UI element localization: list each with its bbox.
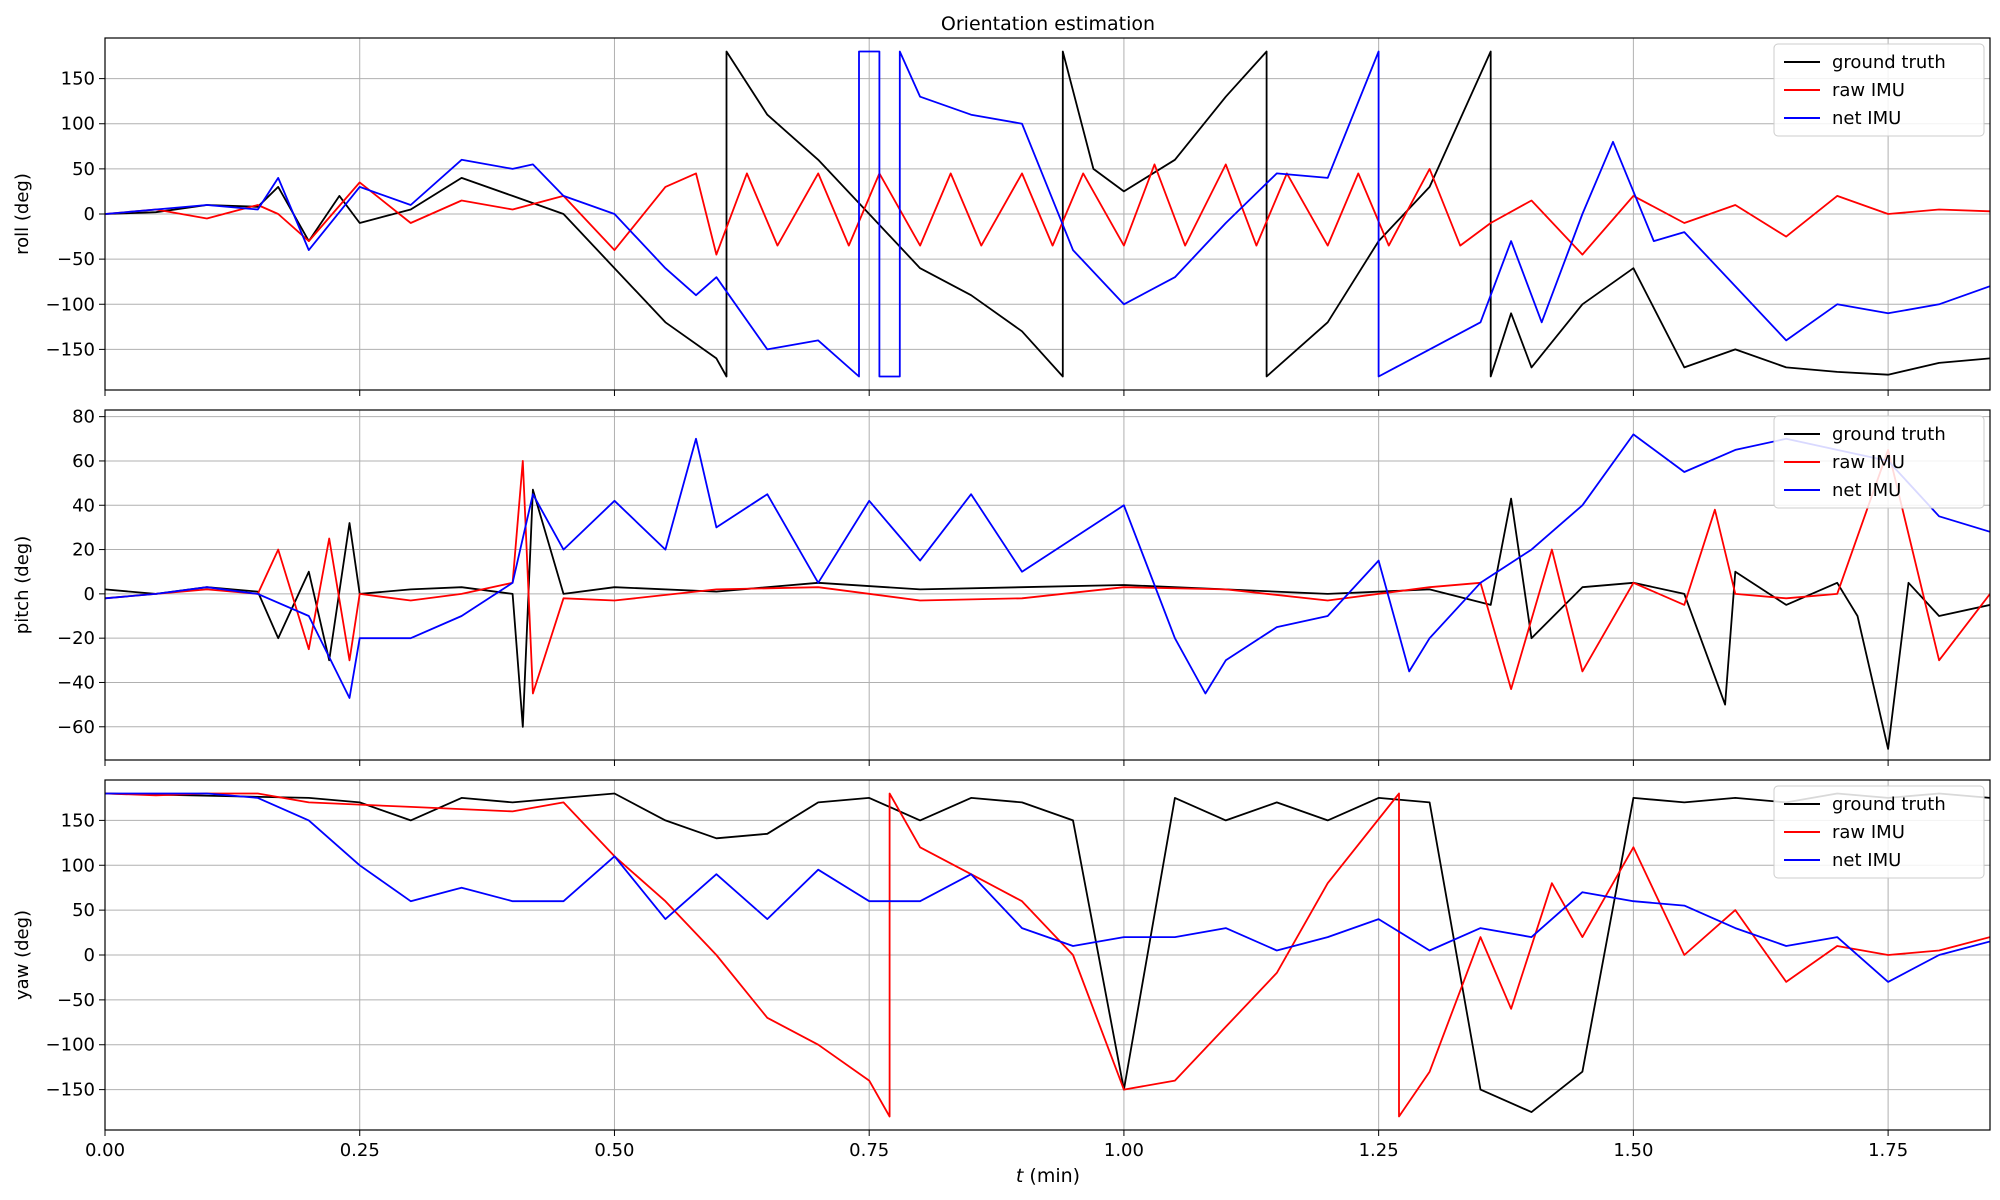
y-tick-label: −150: [46, 1080, 95, 1101]
roll-panel: −150 −100 −50 0 50 100 150 roll (deg) ground tru…: [12, 37, 1991, 396]
y-tick-label: −50: [57, 249, 95, 270]
y-tick-label: −100: [46, 1035, 95, 1056]
legend-label: net IMU: [1832, 850, 1901, 871]
y-tick-label: 40: [72, 495, 95, 516]
y-axis-label: roll (deg): [12, 173, 33, 255]
y-tick-label: 20: [72, 540, 95, 561]
series-net-imu-line: [105, 50, 1990, 378]
series-net-imu-line: [105, 433, 1990, 699]
legend: ground truth raw IMU net IMU: [1773, 415, 1985, 509]
series-raw-imu-line: [105, 792, 1990, 1118]
x-tick-label: 0.50: [594, 1140, 634, 1161]
legend: ground truth raw IMU net IMU: [1773, 785, 1985, 879]
y-tick-label: 150: [61, 69, 95, 90]
x-tick-label: 1.50: [1613, 1140, 1653, 1161]
legend: ground truth raw IMU net IMU: [1773, 43, 1985, 137]
y-tick-label: −150: [46, 339, 95, 360]
y-tick-label: 60: [72, 451, 95, 472]
y-tick-label: −60: [57, 717, 95, 738]
y-axis-label: pitch (deg): [12, 536, 33, 634]
x-tick-label: 0.25: [340, 1140, 380, 1161]
y-tick-label: −50: [57, 990, 95, 1011]
y-tick-label: 50: [72, 900, 95, 921]
legend-label: ground truth: [1832, 52, 1946, 73]
series-ground-truth-line: [105, 792, 1990, 1113]
legend-label: net IMU: [1832, 480, 1901, 501]
plot-frame: [104, 409, 1991, 761]
legend-label: net IMU: [1832, 108, 1901, 129]
series-net-imu-line: [105, 792, 1990, 983]
x-tick-label: 1.25: [1359, 1140, 1399, 1161]
y-tick-label: 150: [61, 810, 95, 831]
y-axis-label: yaw (deg): [12, 910, 33, 1000]
legend-label: ground truth: [1832, 424, 1946, 445]
x-tick-label: 0.75: [849, 1140, 889, 1161]
chart-title: Orientation estimation: [941, 13, 1155, 35]
x-tick-label: 1.75: [1868, 1140, 1908, 1161]
x-tick-label: 1.00: [1104, 1140, 1144, 1161]
series-raw-imu-line: [105, 448, 1990, 695]
x-tick-label: 0.00: [85, 1140, 125, 1161]
legend-label: raw IMU: [1832, 822, 1905, 843]
pitch-panel: −60 −40 −20 0 20 40 60 80 pitch (deg) ground trut…: [12, 407, 1991, 766]
y-tick-label: 100: [61, 114, 95, 135]
y-tick-label: 80: [72, 407, 95, 428]
y-tick-label: 50: [72, 159, 95, 180]
series-ground-truth-line: [105, 50, 1990, 378]
y-tick-label: 0: [84, 204, 95, 225]
legend-label: raw IMU: [1832, 80, 1905, 101]
legend-label: ground truth: [1832, 794, 1946, 815]
x-axis-label: t (min): [1016, 1165, 1080, 1187]
y-tick-label: 100: [61, 855, 95, 876]
series-ground-truth-line: [105, 488, 1990, 750]
y-tick-label: −20: [57, 628, 95, 649]
y-tick-label: 0: [84, 945, 95, 966]
y-tick-label: −100: [46, 294, 95, 315]
series-raw-imu-line: [105, 163, 1990, 256]
yaw-panel: 0.00 0.25 0.50 0.75 1.00 1.25 1.50 1.75 −150 −100…: [12, 779, 1991, 1161]
legend-label: raw IMU: [1832, 452, 1905, 473]
y-tick-label: −40: [57, 672, 95, 693]
y-tick-label: 0: [84, 584, 95, 605]
